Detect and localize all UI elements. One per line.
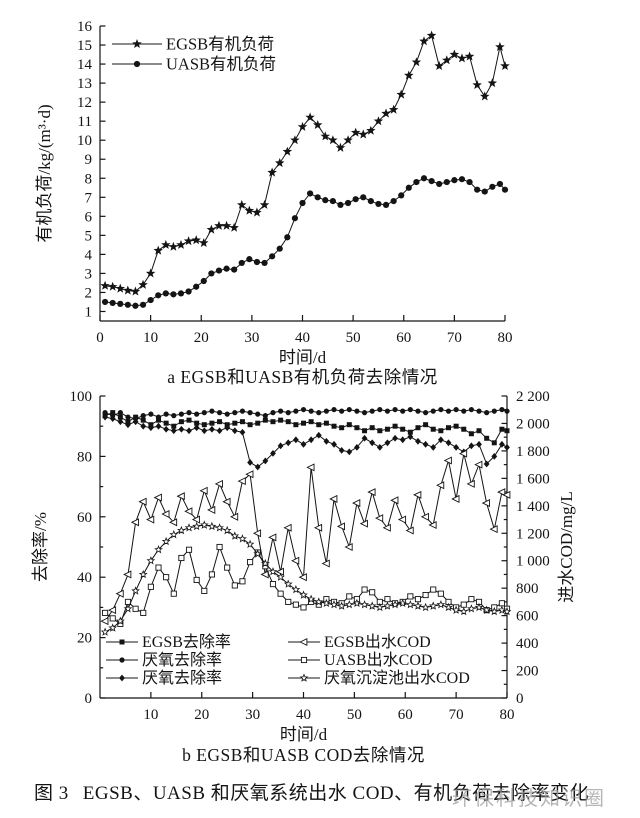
legend-label: EGSB去除率 — [142, 633, 231, 651]
y2-tick-label: 1 600 — [516, 471, 550, 487]
y-tick-label: 20 — [77, 631, 92, 647]
y-tick-label: 60 — [77, 510, 92, 526]
y-tick-label: 10 — [77, 133, 92, 149]
y2-tick-label: 0 — [516, 691, 524, 707]
y2-tick-label: 600 — [516, 609, 539, 625]
legend-label: UASB出水COD — [324, 651, 432, 669]
chart-subtitle: b EGSB和UASB COD去除情况 — [182, 745, 425, 765]
series-egsb-organic-load — [100, 30, 510, 296]
x-tick-label: 30 — [245, 707, 260, 723]
series-egsb-effluent-cod — [100, 449, 511, 626]
y-tick-label: 14 — [77, 57, 93, 73]
y-tick-label: 16 — [77, 19, 93, 35]
x-tick-label: 20 — [194, 707, 209, 723]
y2-tick-label: 400 — [516, 636, 539, 652]
y-tick-label: 6 — [85, 209, 93, 225]
y2-tick-label: 1 800 — [516, 444, 550, 460]
y2-tick-label: 800 — [516, 581, 539, 597]
x-tick-label: 60 — [398, 707, 413, 723]
y2-tick-label: 200 — [516, 664, 539, 680]
y-axis-title: 去除率/% — [31, 512, 50, 582]
series-anaerobic-removal-rate-1 — [102, 406, 510, 422]
legend-label: UASB有机负荷 — [166, 55, 276, 74]
watermark-text: 环保科技知识圈 — [452, 788, 606, 810]
x-tick-label: 70 — [449, 707, 464, 723]
x-tick-label: 40 — [296, 707, 311, 723]
legend-label: 厌氧去除率 — [142, 669, 222, 687]
y-tick-label: 9 — [85, 152, 93, 168]
y2-tick-label: 2 000 — [516, 416, 550, 432]
y-tick-label: 3 — [85, 266, 93, 282]
y-tick-label: 100 — [70, 389, 93, 405]
y-tick-label: 7 — [85, 190, 93, 206]
y2-tick-label: 2 200 — [516, 389, 550, 405]
y-tick-label: 80 — [77, 449, 92, 465]
x-tick-label: 50 — [347, 707, 362, 723]
axes — [99, 25, 506, 322]
y-tick-label: 12 — [77, 95, 92, 111]
y2-tick-label: 1 000 — [516, 554, 550, 570]
axes — [99, 395, 508, 699]
y-axis-title: 有机负荷/kg/(m³·d) — [35, 104, 54, 242]
tick-labels: 10 20 30 40 50 60 70 80020406080100020040060080… — [70, 389, 550, 723]
x-tick-label: 40 — [295, 330, 310, 346]
y2-tick-label: 1 400 — [516, 499, 550, 515]
legend-label: 厌氧去除率 — [142, 651, 222, 669]
x-tick-label: 70 — [447, 330, 462, 346]
y-tick-label: 11 — [78, 114, 92, 130]
y-tick-label: 4 — [85, 247, 93, 263]
series-uasb-organic-load — [101, 175, 509, 309]
chart-a: 0 10 20 30 40 50 60 70 8012345678910111213141516… — [35, 19, 513, 386]
y-tick-label: 0 — [85, 691, 93, 707]
y-tick-label: 8 — [85, 171, 93, 187]
y-tick-label: 5 — [85, 228, 93, 244]
y-tick-label: 15 — [77, 38, 92, 54]
caption-text: EGSB、UASB 和厌氧系统出水 COD、有机负荷去除率变化 — [82, 783, 590, 804]
chart-b: 10 20 30 40 50 60 70 80020406080100020040060080… — [31, 389, 576, 765]
y-tick-label: 40 — [77, 570, 92, 586]
x-axis-title: 时间/d — [279, 348, 327, 367]
series-anaerobic-settler-effluent-cod — [100, 520, 512, 636]
x-tick-label: 50 — [346, 330, 361, 346]
x-tick-label: 60 — [396, 330, 411, 346]
x-tick-label: 10 — [143, 707, 158, 723]
series-uasb-effluent-cod — [102, 543, 511, 627]
x-tick-label: 10 — [143, 330, 158, 346]
legend-label: EGSB有机负荷 — [166, 35, 274, 54]
y-tick-label: 2 — [85, 285, 93, 301]
y2-tick-label: 1 200 — [516, 526, 550, 542]
x-tick-label: 80 — [498, 330, 513, 346]
legend-label: 厌氧沉淀池出水COD — [324, 669, 470, 687]
y2-axis-title: 进水COD/mg/L — [557, 491, 576, 602]
x-tick-label: 80 — [500, 707, 515, 723]
y-tick-label: 1 — [85, 304, 93, 320]
x-tick-label: 30 — [244, 330, 259, 346]
figure-caption: 图 3 EGSB、UASB 和厌氧系统出水 COD、有机负荷去除率变化 环保科技知… — [0, 770, 640, 810]
chart-subtitle: a EGSB和UASB有机负荷去除情况 — [167, 367, 438, 386]
figure-number: 图 3 — [34, 783, 69, 804]
x-tick-label: 20 — [194, 330, 209, 346]
x-axis-title: 时间/d — [280, 725, 328, 744]
y-tick-label: 13 — [77, 76, 92, 92]
legend-label: EGSB出水COD — [324, 633, 431, 651]
x-tick-label: 0 — [96, 330, 104, 346]
